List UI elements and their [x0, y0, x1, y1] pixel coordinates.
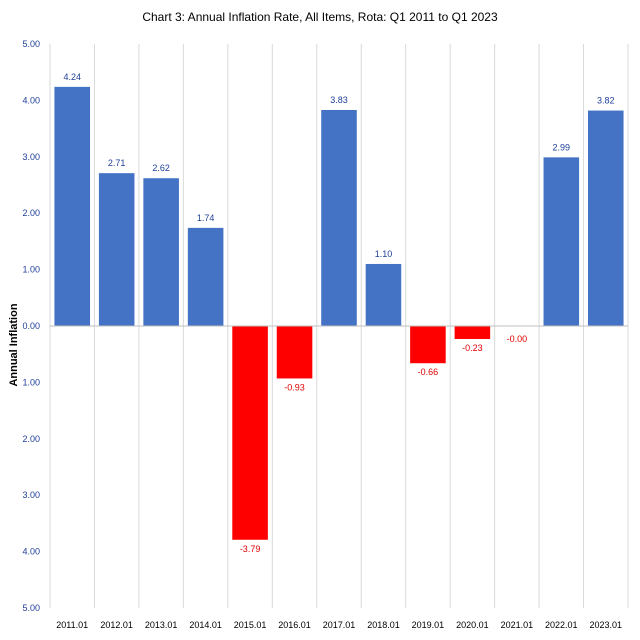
x-tick-label: 2016.01	[278, 620, 311, 630]
y-tick-label: 2.00	[22, 208, 40, 218]
chart-title: Chart 3: Annual Inflation Rate, All Item…	[142, 10, 498, 24]
bar	[276, 326, 313, 379]
y-tick-label: 4.00	[22, 547, 40, 557]
data-label: 2.99	[553, 142, 571, 152]
x-tick-label: 2015.01	[234, 620, 267, 630]
bar	[410, 326, 446, 364]
bar	[454, 326, 491, 339]
y-tick-label: 1.00	[22, 377, 40, 387]
y-tick-label: 2.00	[22, 434, 40, 444]
x-tick-label: 2017.01	[323, 620, 356, 630]
bar	[54, 86, 91, 326]
x-tick-label: 2020.01	[456, 620, 489, 630]
x-tick-label: 2019.01	[412, 620, 445, 630]
bar	[98, 173, 135, 326]
data-label: 2.71	[108, 158, 126, 168]
x-tick-label: 2012.01	[100, 620, 133, 630]
x-tick-label: 2011.01	[56, 620, 88, 630]
y-tick-label: 0.00	[22, 321, 40, 331]
y-tick-label: 3.00	[22, 152, 40, 162]
x-tick-label: 2014.01	[189, 620, 222, 630]
bar	[321, 109, 357, 326]
data-label: -3.79	[240, 544, 261, 554]
data-label: 1.74	[197, 213, 215, 223]
x-tick-label: 2022.01	[545, 620, 578, 630]
x-tick-label: 2023.01	[589, 620, 622, 630]
data-label: 4.24	[63, 72, 81, 82]
x-tick-label: 2021.01	[501, 620, 534, 630]
data-label: 2.62	[152, 163, 170, 173]
y-tick-label: 4.00	[22, 95, 40, 105]
data-label: 1.10	[375, 249, 393, 259]
bar	[187, 227, 224, 326]
y-tick-label: 5.00	[22, 603, 40, 613]
data-label: -0.23	[462, 343, 483, 353]
x-tick-label: 2013.01	[145, 620, 178, 630]
data-label: -0.00	[507, 334, 528, 344]
data-label: 3.82	[597, 96, 615, 106]
bar	[143, 178, 179, 326]
data-label: -0.93	[284, 382, 305, 392]
y-tick-label: 5.00	[22, 39, 40, 49]
y-tick-label: 3.00	[22, 490, 40, 500]
y-tick-label: 1.00	[22, 265, 40, 275]
data-label: -0.66	[418, 367, 439, 377]
bar	[543, 157, 580, 326]
bar	[232, 326, 268, 540]
bar	[587, 110, 624, 326]
bar	[365, 263, 402, 326]
x-tick-label: 2018.01	[367, 620, 400, 630]
data-label: 3.83	[330, 95, 348, 105]
